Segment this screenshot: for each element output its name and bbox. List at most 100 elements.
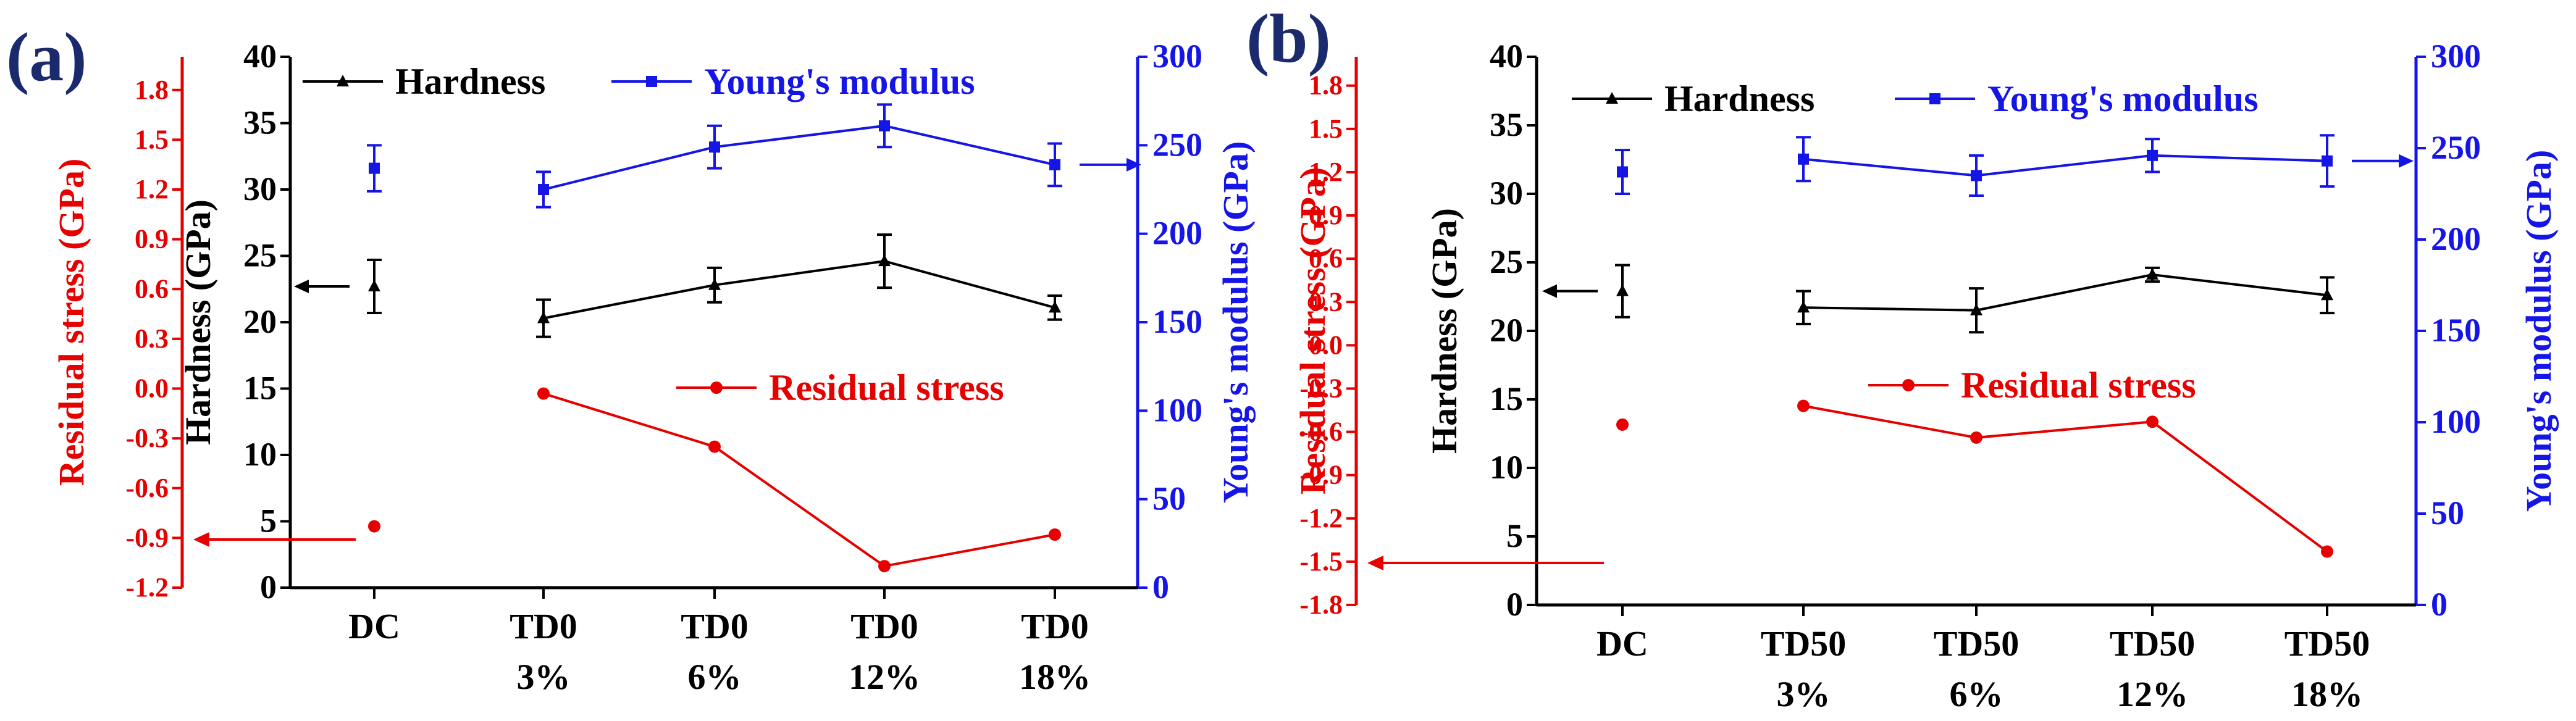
hardness-tick-label: 0: [260, 569, 277, 606]
hardness-line: [1803, 273, 2328, 312]
modulus-tick-label: 150: [2431, 312, 2481, 349]
modulus-point: [709, 141, 720, 153]
stress-arrow-head: [1367, 556, 1383, 570]
modulus-tick-label: 0: [2431, 586, 2448, 623]
stress-axis-title: Residual stress (GPa): [51, 159, 91, 486]
hardness-point: [368, 279, 380, 291]
stress-tick-label: 1.5: [135, 124, 169, 154]
panel-a: (a) -1.2 -0.9 -0.6 -0.3 0.0 0.3 0.6 0.9 1.2 1.5 1.8…: [6, 19, 1256, 697]
stress-tick-label: 0.3: [1309, 286, 1343, 317]
stress-tick-label: -0.9: [125, 522, 169, 552]
series-modulus: [1615, 134, 2335, 197]
stress-tick-label: -1.8: [1299, 590, 1343, 620]
series-hardness: [367, 233, 1062, 338]
hardness-tick-label: 0: [1506, 586, 1523, 623]
hardness-tick-label: 25: [1490, 243, 1523, 280]
x-tick-label: 12%: [2117, 674, 2188, 714]
legend-hardness-label: Hardness: [395, 61, 545, 102]
hardness-tick-label: 35: [243, 104, 277, 141]
modulus-point: [2322, 155, 2333, 167]
x-tick-label: TD0: [1021, 606, 1089, 646]
stress-point: [878, 560, 891, 573]
modulus-line: [1803, 154, 2328, 177]
series-stress: [1616, 399, 2333, 558]
modulus-arrow-head: [1126, 157, 1141, 172]
legend-modulus-label: Young's modulus: [1987, 78, 2259, 119]
stress-tick-label: -1.5: [1299, 546, 1343, 577]
panel-label: (a): [6, 19, 87, 96]
hardness-tick-label: 20: [243, 303, 277, 340]
stress-tick-label: 0.6: [135, 273, 169, 304]
modulus-tick-label: 0: [1152, 569, 1169, 606]
modulus-tick-label: 300: [2431, 38, 2481, 75]
stress-point: [368, 520, 380, 533]
stress-tick-label: 0.0: [1309, 330, 1343, 360]
x-tick-label: 6%: [1950, 674, 2003, 714]
stress-point: [2321, 545, 2333, 558]
stress-tick-label: 0.3: [135, 323, 169, 354]
stress-point: [1970, 431, 1982, 444]
x-tick-label: 12%: [849, 657, 920, 697]
modulus-tick-label: 150: [1152, 303, 1202, 340]
hardness-tick-label: 5: [260, 502, 277, 540]
modulus-arrow-head: [2399, 154, 2414, 168]
x-tick-label: 3%: [1777, 674, 1831, 714]
stress-point: [1797, 399, 1810, 412]
modulus-point: [1049, 159, 1060, 170]
x-tick-label: 18%: [2291, 674, 2363, 714]
stress-tick-label: 1.5: [1309, 114, 1343, 144]
legend-inner: Residual stress: [676, 367, 1004, 408]
stress-point: [537, 387, 550, 400]
x-tick-label: TD0: [681, 606, 749, 646]
hardness-tick-label: 40: [1490, 38, 1523, 75]
modulus-tick-label: 100: [1152, 391, 1202, 428]
stress-tick-label: 0.6: [1309, 243, 1343, 273]
stress-axis-title: Residual stress (GPa): [1293, 167, 1333, 495]
legend-top: Hardness Young's modulus: [303, 61, 975, 102]
hardness-tick-label: 35: [1490, 106, 1523, 143]
x-tick-label: DC: [348, 606, 400, 646]
modulus-axis-title: Young's modulus (GPa): [1215, 141, 1256, 504]
hardness-tick-label: 20: [1490, 312, 1523, 349]
stress-tick-label: 0.9: [135, 224, 169, 254]
legend-stress-label: Residual stress: [1961, 365, 2196, 406]
stress-point: [708, 440, 721, 453]
stress-tick-label: 0.9: [1309, 200, 1343, 230]
stress-tick-label: 1.8: [1309, 70, 1343, 101]
stress-tick-label: -0.3: [125, 423, 169, 453]
stress-tick-label: 0.0: [135, 373, 169, 404]
x-tick-label: 6%: [688, 657, 742, 697]
modulus-point: [879, 120, 890, 131]
hardness-axis-title: Hardness (GPa): [1424, 208, 1464, 454]
stress-tick-label: -0.6: [125, 473, 169, 503]
stress-tick-label: -1.2: [1299, 503, 1343, 533]
modulus-tick-label: 100: [2431, 403, 2481, 440]
hardness-tick-label: 10: [243, 436, 277, 473]
hardness-tick-label: 30: [1490, 175, 1523, 212]
x-tick-label: 18%: [1019, 657, 1091, 697]
modulus-point: [2147, 149, 2158, 161]
x-tick-label: DC: [1596, 623, 1648, 664]
stress-tick-label: -0.3: [1299, 373, 1343, 403]
legend-modulus-marker: [646, 76, 657, 87]
hardness-tick-label: 15: [243, 370, 277, 407]
legend-inner: Residual stress: [1868, 365, 2196, 406]
hardness-point: [1616, 284, 1629, 296]
hardness-axis-title: Hardness (GPa): [178, 199, 218, 445]
x-tick-label: TD50: [1934, 623, 2020, 664]
modulus-point: [1971, 170, 1982, 181]
legend-hardness-marker: [337, 75, 349, 86]
hardness-point: [1970, 303, 1982, 315]
stress-point: [2146, 415, 2159, 428]
modulus-tick-label: 300: [1152, 38, 1202, 75]
modulus-point: [538, 184, 549, 195]
modulus-point: [369, 162, 380, 174]
legend-stress-marker: [710, 381, 723, 394]
modulus-point: [1617, 166, 1628, 178]
hardness-line: [543, 260, 1055, 320]
legend-hardness-label: Hardness: [1664, 78, 1815, 119]
stress-tick-label: 1.2: [135, 174, 169, 204]
series-stress: [368, 387, 1061, 573]
modulus-tick-label: 250: [1152, 126, 1202, 163]
